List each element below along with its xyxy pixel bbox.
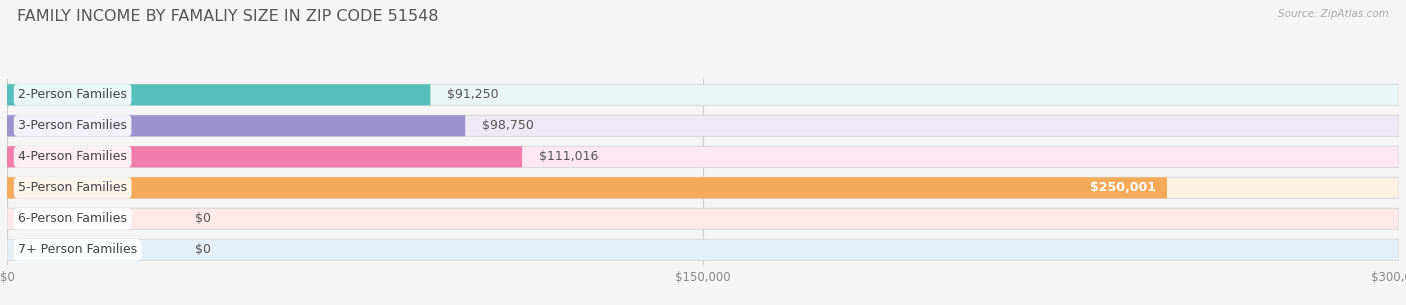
Text: $0: $0	[195, 243, 211, 256]
FancyBboxPatch shape	[7, 239, 1399, 260]
Text: 6-Person Families: 6-Person Families	[18, 212, 127, 225]
FancyBboxPatch shape	[7, 115, 465, 136]
Text: $0: $0	[195, 212, 211, 225]
FancyBboxPatch shape	[7, 177, 1399, 198]
Text: $98,750: $98,750	[482, 119, 534, 132]
Text: 7+ Person Families: 7+ Person Families	[18, 243, 138, 256]
Text: FAMILY INCOME BY FAMALIY SIZE IN ZIP CODE 51548: FAMILY INCOME BY FAMALIY SIZE IN ZIP COD…	[17, 9, 439, 24]
FancyBboxPatch shape	[7, 115, 1399, 136]
Text: 5-Person Families: 5-Person Families	[18, 181, 127, 194]
Text: 4-Person Families: 4-Person Families	[18, 150, 127, 163]
FancyBboxPatch shape	[7, 84, 430, 105]
Text: $91,250: $91,250	[447, 88, 499, 101]
Text: $250,001: $250,001	[1090, 181, 1156, 194]
Text: Source: ZipAtlas.com: Source: ZipAtlas.com	[1278, 9, 1389, 19]
FancyBboxPatch shape	[7, 146, 1399, 167]
FancyBboxPatch shape	[7, 84, 1399, 105]
FancyBboxPatch shape	[7, 146, 522, 167]
Text: $111,016: $111,016	[538, 150, 598, 163]
FancyBboxPatch shape	[7, 177, 1167, 198]
FancyBboxPatch shape	[7, 208, 1399, 229]
Text: 3-Person Families: 3-Person Families	[18, 119, 127, 132]
Text: 2-Person Families: 2-Person Families	[18, 88, 127, 101]
